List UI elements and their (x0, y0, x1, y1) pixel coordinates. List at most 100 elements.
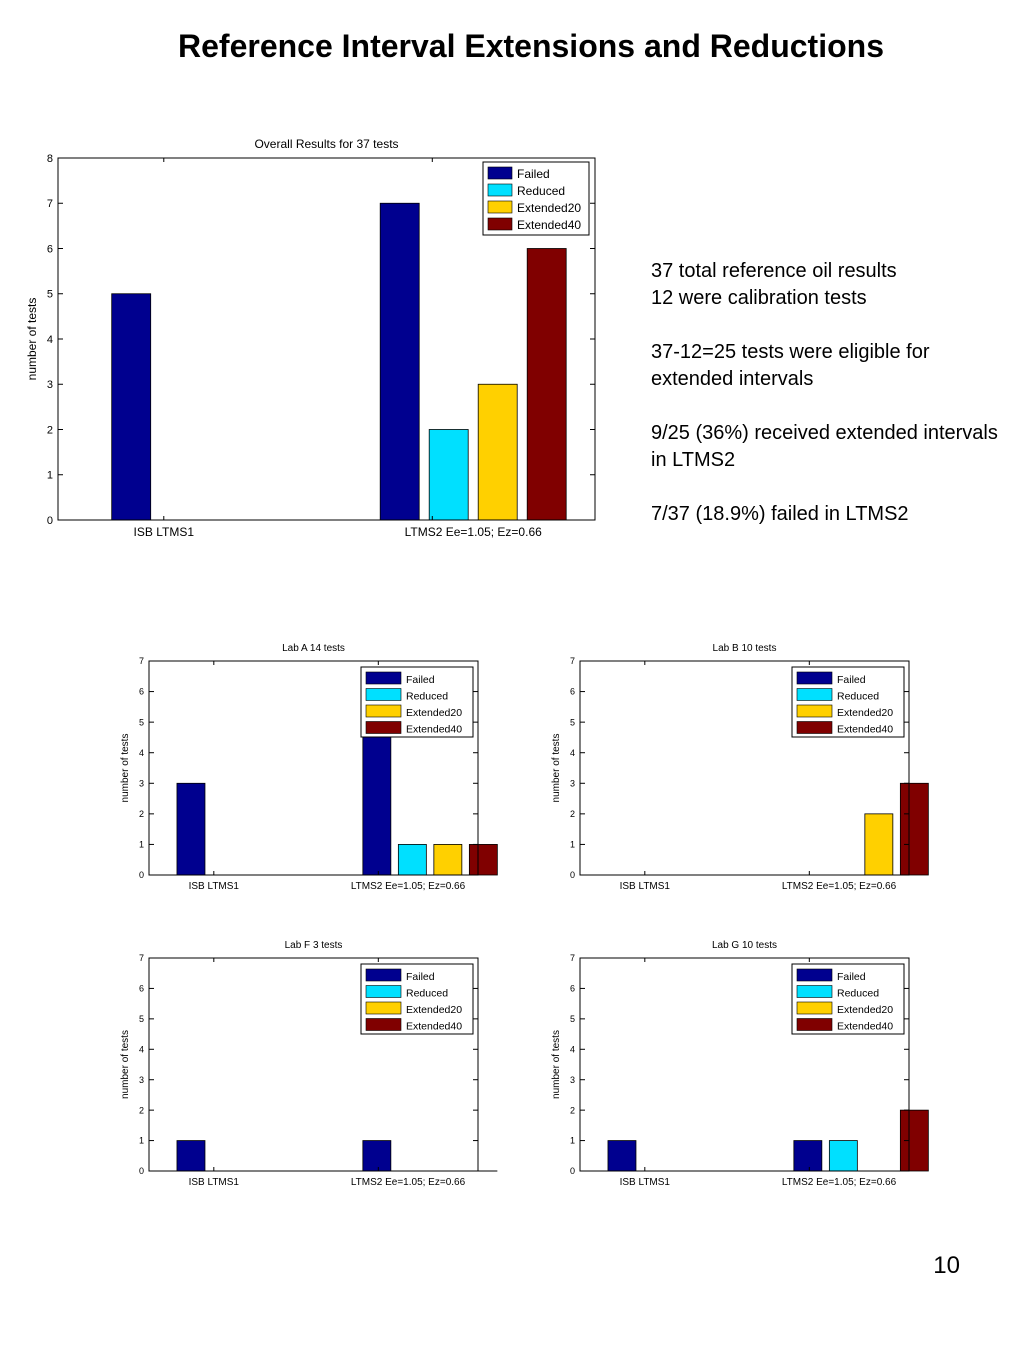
y-tick-label: 6 (139, 687, 144, 697)
bar-failed-1 (111, 293, 152, 521)
y-tick-label: 2 (139, 809, 144, 819)
y-tick-label: 1 (139, 1136, 144, 1146)
legend-label: Reduced (517, 184, 565, 198)
bar-extended20-2 (433, 844, 463, 876)
legend-swatch-reduced (365, 985, 402, 998)
chart-3: Lab B 10 tests 0 1 2 3 4 5 6 7 ISB LTMS1 LTMS2 Ee=… (551, 643, 929, 892)
legend-swatch-extended40 (365, 1018, 402, 1031)
summary-line: 9/25 (36%) received extended intervals i… (651, 422, 998, 471)
y-tick-label: 4 (47, 334, 53, 346)
y-tick-label: 3 (47, 379, 53, 391)
bar-failed-2 (793, 1140, 823, 1172)
legend-label: Extended20 (406, 707, 462, 719)
y-tick-label: 6 (47, 243, 53, 255)
y-tick-label: 7 (570, 656, 575, 666)
legend-label: Extended40 (406, 724, 462, 736)
bar-failed-2 (362, 721, 392, 876)
legend-label: Extended20 (837, 707, 893, 719)
legend-swatch-extended40 (796, 1018, 833, 1031)
y-tick-label: 1 (570, 840, 575, 850)
x-tick-label: LTMS2 Ee=1.05; Ez=0.66 (782, 881, 897, 892)
legend: Failed Reduced Extended20 Extended40 (791, 963, 905, 1035)
y-axis-label: number of tests (551, 734, 562, 803)
legend-label: Reduced (837, 988, 879, 1000)
y-tick-label: 3 (570, 1075, 575, 1085)
y-tick-label: 5 (139, 717, 144, 727)
legend-swatch-reduced (796, 688, 833, 701)
bar-reduced-2 (397, 844, 427, 876)
y-tick-label: 8 (47, 153, 53, 165)
legend-label: Reduced (406, 691, 448, 703)
y-tick-label: 5 (570, 717, 575, 727)
summary-line: 37-12=25 tests were eligible for extende… (651, 341, 930, 390)
legend-swatch-failed (365, 968, 402, 982)
legend-label: Failed (406, 674, 435, 686)
y-axis-label: number of tests (120, 734, 131, 803)
bar-extended40-2 (899, 782, 929, 876)
chart-title: Overall Results for 37 tests (254, 137, 398, 151)
bar-failed-1 (176, 1140, 206, 1172)
legend: Failed Reduced Extended20 Extended40 (360, 963, 474, 1035)
legend-swatch-reduced (487, 183, 513, 197)
bar-reduced-2 (428, 429, 469, 521)
y-tick-label: 5 (570, 1014, 575, 1024)
legend-label: Extended20 (406, 1004, 462, 1016)
y-tick-label: 1 (139, 840, 144, 850)
chart-2: Lab A 14 tests 0 1 2 3 4 5 6 7 ISB LTMS1 LTMS2 Ee=… (120, 643, 498, 892)
y-tick-label: 7 (139, 953, 144, 963)
legend-swatch-extended20 (365, 1001, 402, 1015)
legend-label: Failed (517, 167, 550, 181)
y-axis-label: number of tests (551, 1030, 562, 1099)
y-tick-label: 4 (139, 748, 144, 758)
legend-label: Extended20 (837, 1004, 893, 1016)
y-tick-label: 6 (139, 984, 144, 994)
x-tick-label: LTMS2 Ee=1.05; Ez=0.66 (782, 1177, 897, 1188)
legend: Failed Reduced Extended20 Extended40 (360, 666, 474, 738)
x-tick-label: ISB LTMS1 (620, 881, 671, 892)
y-tick-label: 5 (47, 289, 53, 301)
y-tick-label: 2 (570, 809, 575, 819)
legend-swatch-extended40 (487, 217, 513, 231)
chart-title: Lab F 3 tests (285, 940, 343, 951)
chart-1: Overall Results for 37 tests 0 1 2 3 4 5 6 7 8 ISB… (25, 137, 596, 539)
summary-line: 12 were calibration tests (651, 287, 867, 309)
bar-extended20-2 (864, 813, 894, 876)
legend: Failed Reduced Extended20 Extended40 (482, 161, 590, 236)
bar-extended40-2 (468, 844, 498, 876)
y-axis-label: number of tests (120, 1030, 131, 1099)
bar-reduced-2 (828, 1140, 858, 1172)
bar-extended20-2 (477, 383, 518, 521)
legend-swatch-failed (796, 671, 833, 685)
bar-extended40-2 (526, 248, 567, 521)
x-tick-label: LTMS2 Ee=1.05; Ez=0.66 (351, 881, 466, 892)
y-tick-label: 5 (139, 1014, 144, 1024)
legend-label: Reduced (837, 691, 879, 703)
x-tick-label: ISB LTMS1 (189, 1177, 240, 1188)
legend-swatch-failed (365, 671, 402, 685)
bar-failed-2 (379, 202, 420, 521)
legend-swatch-extended20 (365, 704, 402, 718)
bar-failed-2 (362, 1140, 392, 1172)
chart-4: Lab F 3 tests 0 1 2 3 4 5 6 7 ISB LTMS1 LTMS2 Ee=1… (120, 940, 498, 1188)
legend-label: Failed (406, 971, 435, 983)
y-tick-label: 3 (139, 778, 144, 788)
chart-title: Lab G 10 tests (712, 940, 777, 951)
y-tick-label: 6 (570, 984, 575, 994)
y-tick-label: 6 (570, 687, 575, 697)
y-tick-label: 7 (139, 656, 144, 666)
y-tick-label: 1 (570, 1136, 575, 1146)
y-tick-label: 7 (570, 953, 575, 963)
slide-title: Reference Interval Extensions and Reduct… (178, 28, 884, 64)
legend-label: Extended40 (837, 1021, 893, 1033)
x-tick-label: LTMS2 Ee=1.05; Ez=0.66 (351, 1177, 466, 1188)
y-tick-label: 2 (570, 1105, 575, 1115)
page-number: 10 (933, 1252, 960, 1279)
y-axis-label: number of tests (25, 298, 39, 381)
plot-frame (579, 957, 910, 1172)
y-tick-label: 0 (570, 870, 575, 880)
y-tick-label: 0 (47, 515, 53, 527)
y-tick-label: 2 (139, 1105, 144, 1115)
summary-text: 37 total reference oil results 12 were c… (651, 258, 1011, 555)
legend-label: Extended40 (406, 1021, 462, 1033)
